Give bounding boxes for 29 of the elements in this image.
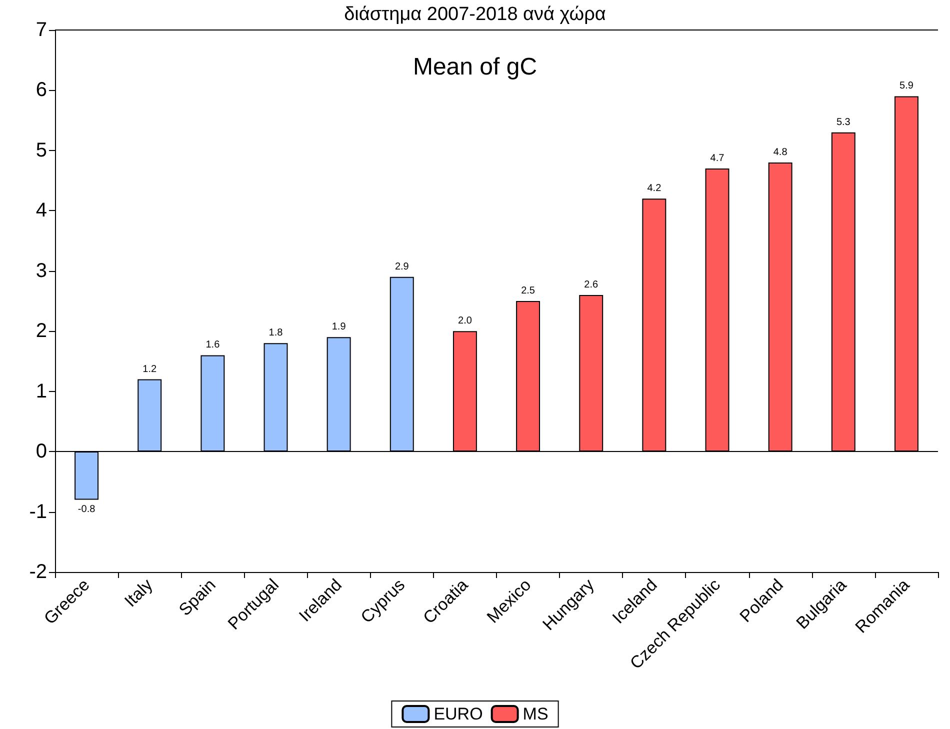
x-tick-label: Italy (120, 574, 157, 611)
y-tick-label: 2 (36, 320, 47, 342)
data-label: 2.5 (521, 286, 536, 296)
data-label: 1.2 (142, 364, 157, 375)
data-label: 4.8 (773, 146, 788, 158)
legend-label: MS (522, 704, 548, 724)
data-label: 1.6 (206, 340, 220, 351)
data-label: 2.0 (458, 316, 472, 327)
y-tick-label: 0 (36, 440, 47, 463)
data-label: 5.3 (836, 116, 851, 128)
y-tick-label: -1 (29, 500, 47, 523)
y-tick-label: -2 (29, 561, 47, 583)
data-label: 2.6 (584, 279, 598, 290)
data-label: 2.9 (394, 261, 410, 272)
chart-title: διάστημα 2007-2018 ανά χώρα (344, 4, 606, 25)
data-label: 4.7 (710, 153, 725, 164)
y-tick-label: 3 (36, 260, 47, 282)
data-label: 5.9 (900, 80, 914, 92)
text: Mean of gC (412, 54, 538, 80)
legend-label: EURO (434, 704, 483, 724)
y-tick-label: 1 (36, 380, 47, 402)
y-tick-label: 6 (36, 79, 47, 102)
data-label: -0.8 (78, 504, 96, 516)
y-tick-label: 5 (36, 139, 47, 162)
data-label: 1.9 (332, 322, 346, 333)
y-tick-label: 7 (36, 19, 47, 41)
data-label: 4.2 (647, 183, 662, 194)
data-label: 1.8 (268, 328, 284, 339)
y-tick-label: 4 (36, 200, 47, 222)
